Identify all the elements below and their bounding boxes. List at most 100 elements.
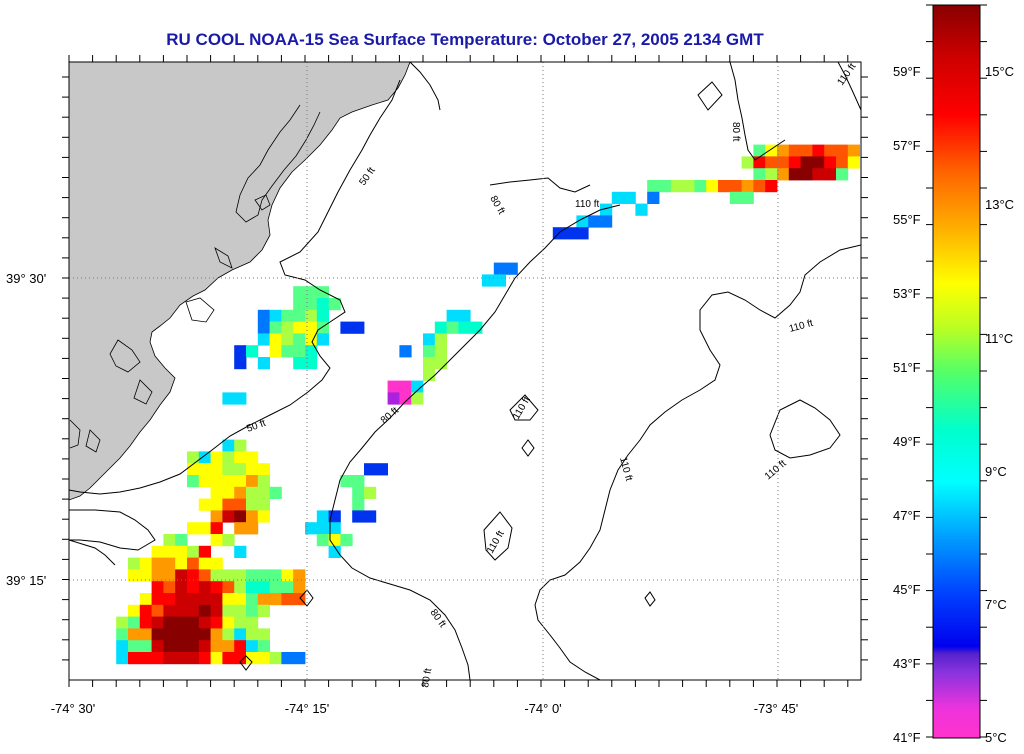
fahrenheit-labels: 59°F 57°F 55°F 53°F 51°F 49°F 47°F 45°F … (893, 64, 921, 745)
sst-pixel (222, 534, 235, 547)
sst-pixel (281, 593, 294, 606)
sst-pixel (281, 581, 294, 594)
sst-pixel (352, 510, 365, 523)
sst-pixel (293, 569, 306, 582)
sst-pixel (234, 604, 247, 617)
sst-pixel (246, 522, 259, 535)
sst-pixel (564, 227, 577, 240)
f-label: 53°F (893, 286, 921, 301)
sst-pixel (328, 545, 341, 558)
sst-pixel (269, 652, 282, 665)
sst-pixel (163, 569, 176, 582)
sst-pixel (139, 640, 152, 653)
sst-pixel (128, 640, 141, 653)
sst-pixel (163, 593, 176, 606)
sst-pixel (187, 557, 200, 570)
sst-pixel (800, 144, 813, 157)
sst-pixel (352, 321, 365, 334)
sst-pixel (305, 309, 318, 322)
f-label: 49°F (893, 434, 921, 449)
sst-pixel (128, 557, 141, 570)
sst-pixel (246, 616, 259, 629)
sst-pixel (257, 333, 270, 346)
sst-pixel (741, 191, 754, 204)
contour-label: 80 ft (420, 667, 434, 688)
sst-pixel (316, 522, 329, 535)
sst-pixel (222, 652, 235, 665)
sst-pixel (600, 215, 613, 228)
x-tick-label: -74° 30' (51, 701, 96, 716)
sst-pixel (163, 581, 176, 594)
contour-50ft-south (69, 509, 156, 551)
sst-pixel (434, 345, 447, 358)
sst-pixel (163, 640, 176, 653)
sst-pixel (269, 345, 282, 358)
sst-pixel (328, 298, 341, 311)
sst-pixel (210, 652, 223, 665)
contour-ne-line (409, 62, 441, 111)
f-label: 43°F (893, 656, 921, 671)
sst-pixel (753, 168, 766, 181)
sst-pixel (305, 298, 318, 311)
sst-pixel (246, 652, 259, 665)
contour-110ft-box4 (509, 394, 539, 421)
sst-pixel (340, 321, 353, 334)
sst-pixel (246, 581, 259, 594)
map-title: RU COOL NOAA-15 Sea Surface Temperature:… (166, 30, 764, 49)
sst-pixel (293, 298, 306, 311)
sst-pixel (210, 451, 223, 464)
sst-pixel (812, 144, 825, 157)
sst-pixel (139, 628, 152, 641)
sst-pixel (139, 557, 152, 570)
sst-pixel (246, 345, 259, 358)
x-tick-label: -73° 45' (754, 701, 799, 716)
sst-pixel (423, 368, 436, 381)
sst-pixel (316, 534, 329, 547)
sst-pixel (588, 215, 601, 228)
f-label: 45°F (893, 582, 921, 597)
sst-pixel (151, 604, 164, 617)
sst-pixel (399, 380, 412, 393)
sst-pixel (222, 475, 235, 488)
sst-pixel (175, 628, 188, 641)
sst-pixel (116, 640, 129, 653)
sst-pixel (623, 191, 636, 204)
sst-pixel (788, 168, 801, 181)
sst-pixel (800, 168, 813, 181)
sst-pixel (600, 203, 613, 216)
sst-pixel (210, 593, 223, 606)
sst-pixel (647, 180, 660, 193)
sst-pixel (836, 156, 849, 169)
sst-pixel (139, 593, 152, 606)
sst-pixel (163, 534, 176, 547)
sst-pixel (198, 522, 211, 535)
sst-pixel (222, 569, 235, 582)
sst-pixel (411, 392, 424, 405)
sst-pixel (210, 557, 223, 570)
sst-pixel (257, 604, 270, 617)
axis-ticks (62, 55, 868, 687)
sst-pixel (246, 451, 259, 464)
sst-pixel (269, 309, 282, 322)
sst-pixel (493, 262, 506, 275)
sst-pixel (187, 451, 200, 464)
contour-80ft-ne (489, 177, 591, 193)
sst-pixel (729, 180, 742, 193)
sst-pixel (328, 522, 341, 535)
sst-pixel (234, 522, 247, 535)
sst-pixel (151, 593, 164, 606)
sst-pixel (316, 510, 329, 523)
color-scale-bar (926, 4, 987, 739)
sst-pixel (210, 640, 223, 653)
contour-small3 (299, 589, 314, 607)
sst-pixel (788, 156, 801, 169)
sst-pixel (281, 569, 294, 582)
sst-pixel (257, 475, 270, 488)
sst-pixel (765, 180, 778, 193)
sst-pixel (163, 628, 176, 641)
sst-pixel (293, 321, 306, 334)
sst-pixel (175, 534, 188, 547)
sst-pixel (340, 534, 353, 547)
sst-pixel (139, 569, 152, 582)
c-label: 15°C (985, 64, 1014, 79)
